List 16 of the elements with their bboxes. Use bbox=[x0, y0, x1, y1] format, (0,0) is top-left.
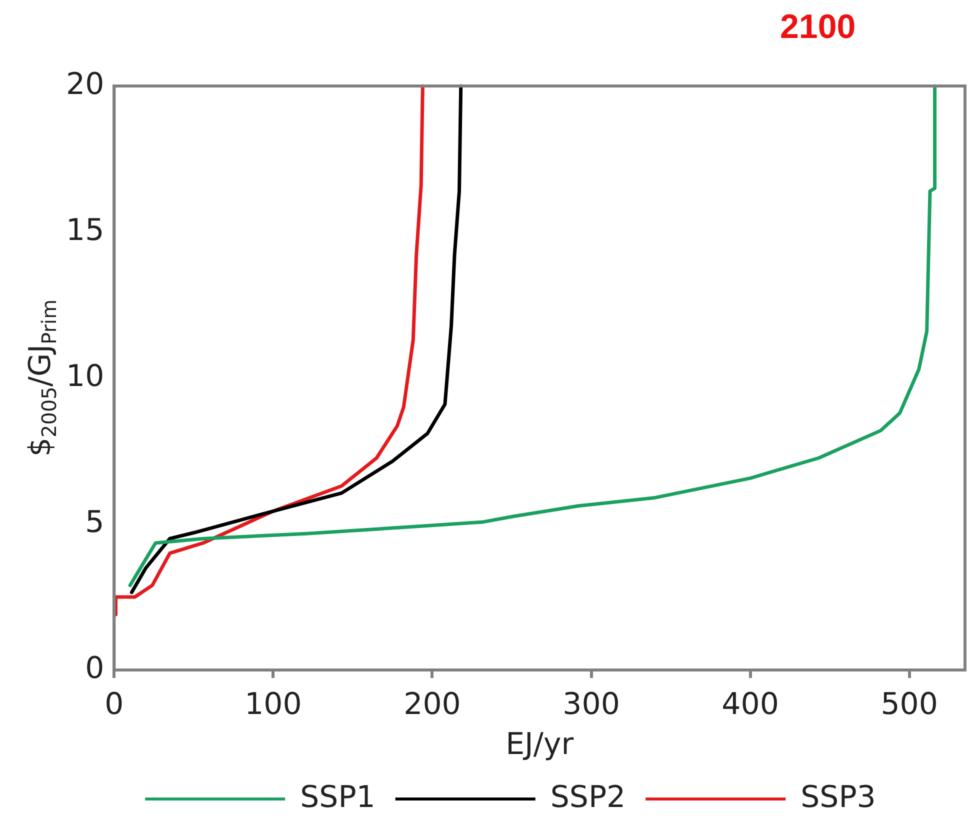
y-tick-label: 0 bbox=[85, 650, 104, 686]
x-tick-label: 300 bbox=[562, 686, 620, 722]
chart-title: 2100 bbox=[780, 8, 856, 47]
y-tick-label: 15 bbox=[66, 212, 104, 248]
x-tick-label: 200 bbox=[404, 686, 461, 722]
y-axis-title: $2005/GJPrim bbox=[23, 299, 61, 457]
y-tick-label: 20 bbox=[66, 66, 104, 102]
y-tick-label: 10 bbox=[66, 358, 104, 394]
legend-label: SSP3 bbox=[800, 780, 876, 815]
x-tick-label: 400 bbox=[722, 686, 779, 722]
x-tick-label: 500 bbox=[880, 686, 938, 722]
legend-label: SSP2 bbox=[550, 780, 626, 815]
x-axis-title: EJ/yr bbox=[506, 726, 574, 762]
x-tick-label: 100 bbox=[244, 686, 302, 722]
legend-label: SSP1 bbox=[300, 780, 376, 815]
y-tick-label: 5 bbox=[85, 504, 104, 540]
